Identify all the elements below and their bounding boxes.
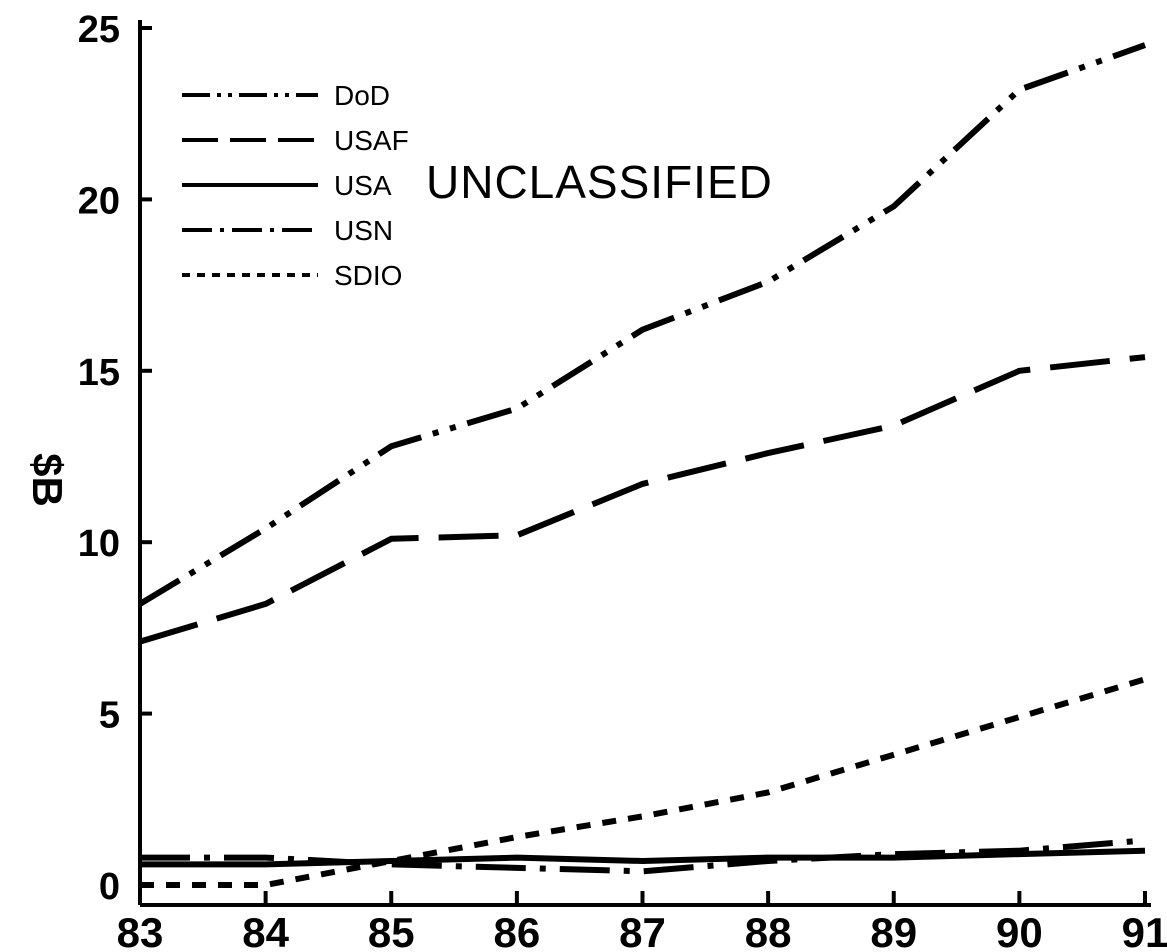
y-axis-ticks: 0 5 10 15 20 25 bbox=[78, 9, 152, 908]
legend-label-usaf: USAF bbox=[334, 125, 409, 156]
y-tick-label: 10 bbox=[78, 523, 120, 565]
series-lines bbox=[138, 42, 1147, 888]
x-tick-label: 85 bbox=[368, 909, 415, 952]
x-tick-label: 90 bbox=[996, 909, 1043, 952]
x-tick-label: 84 bbox=[242, 909, 289, 952]
axes bbox=[138, 20, 1151, 907]
y-axis-label: $B bbox=[24, 453, 71, 507]
series-line-usaf bbox=[139, 354, 1146, 645]
x-tick-label: 89 bbox=[870, 909, 917, 952]
x-tick-label: 83 bbox=[117, 909, 164, 952]
y-tick-label: 0 bbox=[99, 866, 120, 908]
legend: DoD USAF USA USN SDIO bbox=[182, 80, 409, 291]
series-line-usa bbox=[140, 847, 1146, 868]
y-tick-label: 25 bbox=[78, 9, 120, 51]
series-line-dod bbox=[138, 42, 1147, 607]
y-tick-label: 5 bbox=[99, 695, 120, 737]
y-tick-label: 20 bbox=[78, 180, 120, 222]
x-tick-label: 88 bbox=[745, 909, 792, 952]
legend-label-sdio: SDIO bbox=[334, 260, 402, 291]
legend-label-usa: USA bbox=[334, 170, 392, 201]
x-tick-label: 91 bbox=[1122, 909, 1167, 952]
y-tick-label: 15 bbox=[78, 352, 120, 394]
classification-stamp: UNCLASSIFIED bbox=[426, 156, 773, 208]
x-tick-label: 87 bbox=[619, 909, 666, 952]
x-tick-label: 86 bbox=[494, 909, 541, 952]
series-line-sdio bbox=[140, 676, 1146, 888]
x-axis-ticks: 83 84 85 86 87 88 89 90 91 bbox=[117, 891, 1167, 952]
legend-label-dod: DoD bbox=[334, 80, 390, 111]
legend-label-usn: USN bbox=[334, 215, 393, 246]
